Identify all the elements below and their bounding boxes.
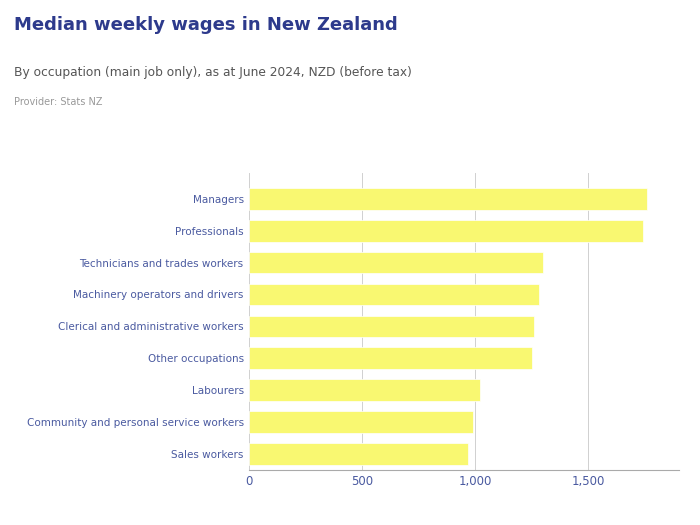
Bar [248, 411, 473, 433]
Bar [248, 188, 648, 209]
Bar [248, 284, 538, 306]
Bar [248, 379, 480, 401]
Bar [248, 316, 534, 337]
Text: By occupation (main job only), as at June 2024, NZD (before tax): By occupation (main job only), as at Jun… [14, 66, 412, 79]
Bar [248, 220, 643, 242]
Text: Provider: Stats NZ: Provider: Stats NZ [14, 97, 102, 107]
Text: figure.nz: figure.nz [574, 26, 658, 43]
Bar [248, 348, 532, 369]
Text: Median weekly wages in New Zealand: Median weekly wages in New Zealand [14, 16, 398, 34]
Bar [248, 251, 543, 274]
Bar [248, 443, 468, 465]
